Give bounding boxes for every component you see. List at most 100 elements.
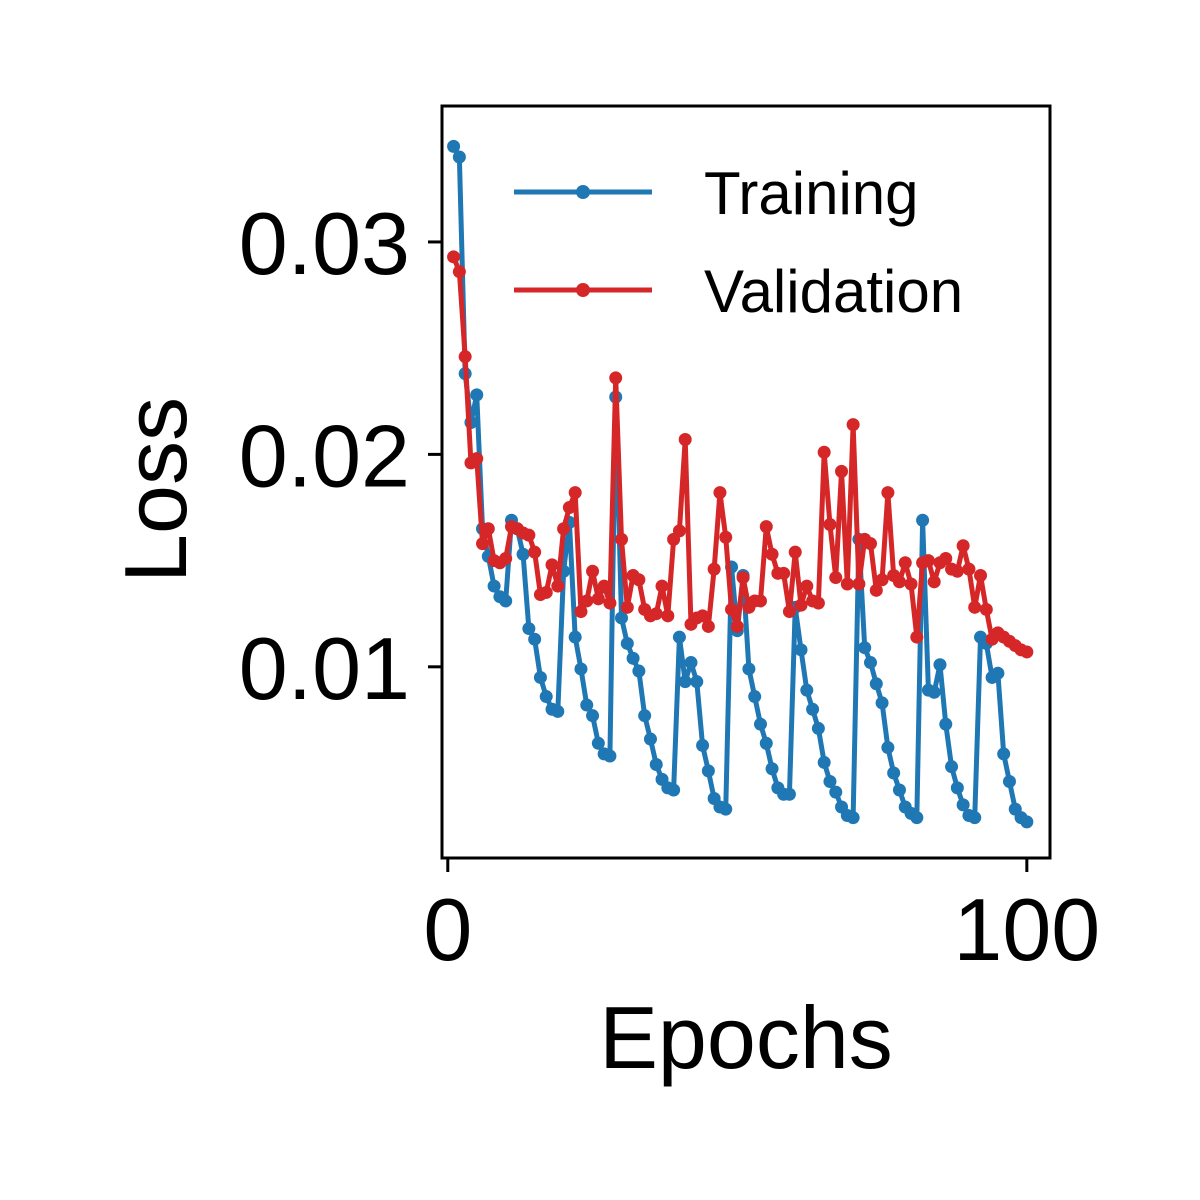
data-point-training <box>719 802 733 816</box>
data-point-training <box>823 775 837 789</box>
data-point-validation <box>591 592 605 606</box>
data-point-training <box>881 741 895 755</box>
data-point-training <box>603 749 617 763</box>
data-point-validation <box>632 573 646 587</box>
data-point-training <box>782 787 796 801</box>
data-point-training <box>916 513 930 527</box>
data-point-validation <box>962 562 976 576</box>
data-point-training <box>794 643 808 657</box>
data-point-validation <box>823 517 837 531</box>
data-point-validation <box>655 579 669 593</box>
data-point-validation <box>522 528 536 542</box>
data-point-validation <box>568 486 582 500</box>
data-point-validation <box>649 607 663 621</box>
data-point-validation <box>852 577 866 591</box>
data-point-training <box>806 702 820 716</box>
data-point-training <box>649 758 663 772</box>
data-point-validation <box>835 464 849 478</box>
data-point-training <box>945 760 959 774</box>
data-point-validation <box>869 583 883 597</box>
data-point-training <box>615 611 628 625</box>
series-validation <box>447 250 1034 659</box>
x-axis-label: Epochs <box>599 988 893 1087</box>
data-point-validation <box>620 600 634 614</box>
data-point-validation <box>661 609 675 623</box>
data-point-training <box>765 762 779 776</box>
data-point-validation <box>794 598 808 612</box>
data-point-training <box>817 755 831 769</box>
y-tick-label: 0.03 <box>239 194 410 293</box>
data-point-training <box>991 666 1005 680</box>
data-point-validation <box>609 371 623 385</box>
data-point-validation <box>615 532 628 546</box>
data-point-training <box>684 656 698 670</box>
data-point-validation <box>1020 645 1034 659</box>
data-point-validation <box>562 500 576 514</box>
data-point-validation <box>829 571 843 585</box>
data-point-training <box>551 704 565 718</box>
data-point-training <box>701 764 715 778</box>
data-point-validation <box>580 594 594 608</box>
data-point-training <box>470 388 484 402</box>
data-point-training <box>811 721 825 735</box>
series-training <box>447 139 1034 829</box>
data-point-training <box>927 685 941 699</box>
data-point-training <box>452 150 466 164</box>
data-point-training <box>586 709 600 723</box>
data-point-validation <box>528 545 542 559</box>
legend-validation-label: Validation <box>704 258 963 325</box>
data-point-validation <box>939 551 953 565</box>
plot-frame <box>440 104 1052 860</box>
data-point-training <box>748 690 762 704</box>
y-axis-label: Loss <box>106 397 205 583</box>
data-point-training <box>997 747 1011 761</box>
data-point-validation <box>950 564 964 578</box>
data-point-validation <box>904 577 918 591</box>
series-layer <box>447 139 1034 829</box>
data-point-training <box>499 594 513 608</box>
data-point-validation <box>956 539 970 553</box>
data-point-validation <box>545 558 559 572</box>
data-point-validation <box>881 486 895 500</box>
data-point-training <box>875 696 889 710</box>
data-point-validation <box>846 418 860 432</box>
data-point-validation <box>788 545 802 559</box>
data-point-validation <box>782 605 796 619</box>
data-point-training <box>539 690 553 704</box>
data-point-training <box>829 785 843 799</box>
x-tick-label: 100 <box>953 880 1100 979</box>
x-tick-label: 0 <box>423 880 472 979</box>
data-point-validation <box>713 486 727 500</box>
data-point-training <box>672 630 686 644</box>
data-point-validation <box>777 566 791 580</box>
data-point-training <box>626 651 640 665</box>
y-tick-label: 0.01 <box>239 619 410 718</box>
data-point-training <box>800 683 814 697</box>
data-point-validation <box>597 579 611 593</box>
data-point-validation <box>696 609 710 623</box>
data-point-training <box>939 717 953 731</box>
data-point-training <box>864 656 877 670</box>
data-point-training <box>933 658 947 672</box>
data-point-training <box>887 766 901 780</box>
data-point-validation <box>458 350 472 364</box>
data-point-validation <box>811 596 825 610</box>
data-point-training <box>950 781 964 795</box>
data-point-validation <box>586 564 600 578</box>
data-point-validation <box>921 554 935 568</box>
data-point-training <box>742 662 756 676</box>
data-point-training <box>528 632 542 646</box>
legend: Training Validation <box>514 160 963 325</box>
data-point-validation <box>730 619 744 633</box>
data-point-validation <box>800 579 814 593</box>
data-point-validation <box>539 585 553 599</box>
data-point-validation <box>910 630 924 644</box>
data-point-training <box>1020 815 1034 829</box>
data-point-training <box>678 675 692 689</box>
data-point-training <box>869 677 883 691</box>
data-point-validation <box>476 537 490 551</box>
data-point-validation <box>968 600 982 614</box>
data-point-validation <box>678 433 692 447</box>
data-point-training <box>533 670 547 684</box>
data-point-validation <box>765 547 779 561</box>
